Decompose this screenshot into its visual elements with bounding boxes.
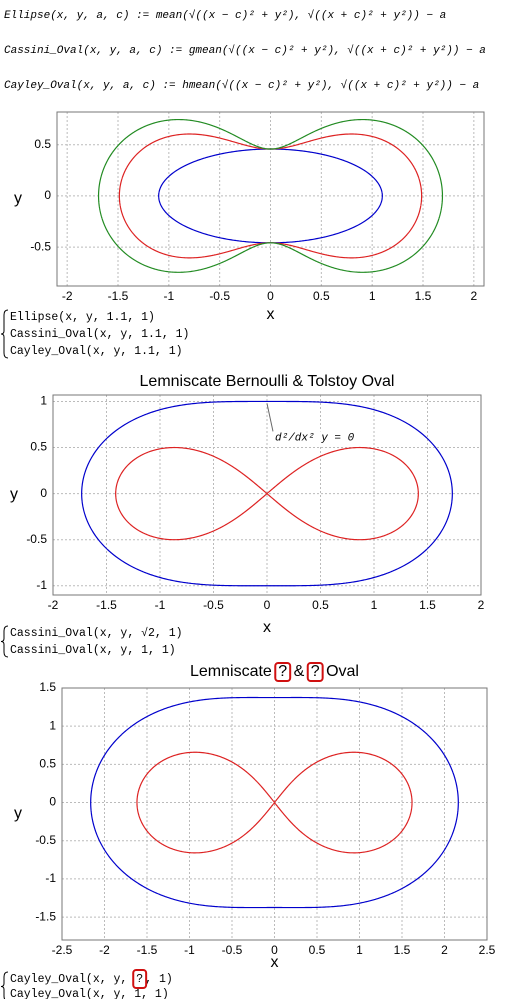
brace [0,971,9,999]
curve-label: Cassini_Oval(x, y, √2, 1) [10,626,183,640]
curve-label: Cayley_Oval(x, y, 1.1, 1) [10,345,183,358]
x-tick-label: -0.5 [203,598,224,612]
curve-label: Cayley_Oval(x, y, 1, 1) [10,988,169,999]
y-axis-label: y [14,190,22,207]
curve-label: ? [136,973,143,986]
brace [0,309,9,359]
curve [118,133,423,259]
x-tick-label: 0 [267,289,274,303]
x-tick-label: 2.5 [479,943,496,957]
x-tick-label: 2 [478,598,485,612]
x-tick-label: -1 [163,289,174,303]
plot-frame [56,111,485,287]
y-tick-label: -1 [45,871,56,885]
y-tick-label: -0.5 [30,239,51,253]
curve [136,751,413,854]
y-tick-label: -1.5 [35,909,56,923]
y-tick-label: 1 [40,394,47,408]
x-tick-label: 0 [271,943,278,957]
x-axis-label: x [267,306,275,323]
y-tick-label: 0 [44,188,51,202]
chart-title: Oval [322,663,359,680]
y-tick-label: 0.5 [30,440,47,454]
curve [90,696,459,909]
y-axis-label: y [14,805,22,822]
x-tick-label: 1 [369,289,376,303]
x-tick-label: 0.5 [313,289,330,303]
x-tick-label: 1 [371,598,378,612]
x-tick-label: -1.5 [108,289,129,303]
chart-title: ? [278,663,287,680]
curve [158,148,383,244]
y-tick-label: 1.5 [39,680,56,694]
curve-label: Cassini_Oval(x, y, 1, 1) [10,644,176,657]
y-tick-label: -0.5 [35,833,56,847]
x-tick-label: -1 [155,598,166,612]
x-tick-label: 0 [264,598,271,612]
x-tick-label: -0.5 [222,943,243,957]
y-tick-label: -0.5 [26,532,47,546]
y-tick-label: 0 [49,795,56,809]
x-tick-label: 0.5 [309,943,326,957]
x-tick-label: 2 [470,289,477,303]
curve [81,400,453,587]
x-tick-label: 0.5 [312,598,329,612]
x-tick-label: -1.5 [96,598,117,612]
plot-frame [61,687,488,941]
x-tick-label: 1.5 [394,943,411,957]
definition: Ellipse(x, y, a, c) := mean(√((x − c)² +… [4,9,446,22]
y-tick-label: 0 [40,486,47,500]
chart-title: Lemniscate Bernoulli & Tolstoy Oval [140,373,395,390]
curve-label: Cayley_Oval(x, y, [10,973,134,986]
annotation-bg [273,431,357,446]
curve-label: , 1) [145,973,173,986]
annotation: d²/dx² y = 0 [275,432,355,444]
curve-label: Ellipse(x, y, 1.1, 1) [10,311,155,324]
x-tick-label: -2.5 [52,943,73,957]
x-tick-label: 1.5 [415,289,432,303]
x-tick-label: -1.5 [137,943,158,957]
y-tick-label: 1 [49,718,56,732]
chart-title: ? [311,663,320,680]
definition: Cayley_Oval(x, y, a, c) := hmean(√((x − … [4,79,479,92]
x-tick-label: -2 [99,943,110,957]
curve-label: Cassini_Oval(x, y, 1.1, 1) [10,328,189,341]
curve [97,118,444,273]
x-axis-label: x [263,619,271,636]
placeholder-box [132,969,148,989]
x-tick-label: -2 [62,289,73,303]
x-tick-label: 2 [441,943,448,957]
y-tick-label: -1 [36,578,47,592]
y-tick-label: 0.5 [34,137,51,151]
definition: Cassini_Oval(x, y, a, c) := gmean(√((x −… [4,44,486,57]
annotation-pointer [266,403,274,432]
chart-title: & [289,663,309,680]
x-tick-label: 1.5 [419,598,436,612]
brace [0,625,9,658]
x-axis-label: x [271,954,279,971]
y-axis-label: y [10,486,18,503]
x-tick-label: 1 [356,943,363,957]
curve [115,446,419,541]
y-tick-label: 0.5 [39,757,56,771]
x-tick-label: -0.5 [209,289,230,303]
plot-frame [52,394,482,596]
x-tick-label: -1 [184,943,195,957]
placeholder-box [274,662,292,682]
placeholder-box [306,662,324,682]
x-tick-label: -2 [48,598,59,612]
chart-title: Lemniscate [190,663,276,680]
